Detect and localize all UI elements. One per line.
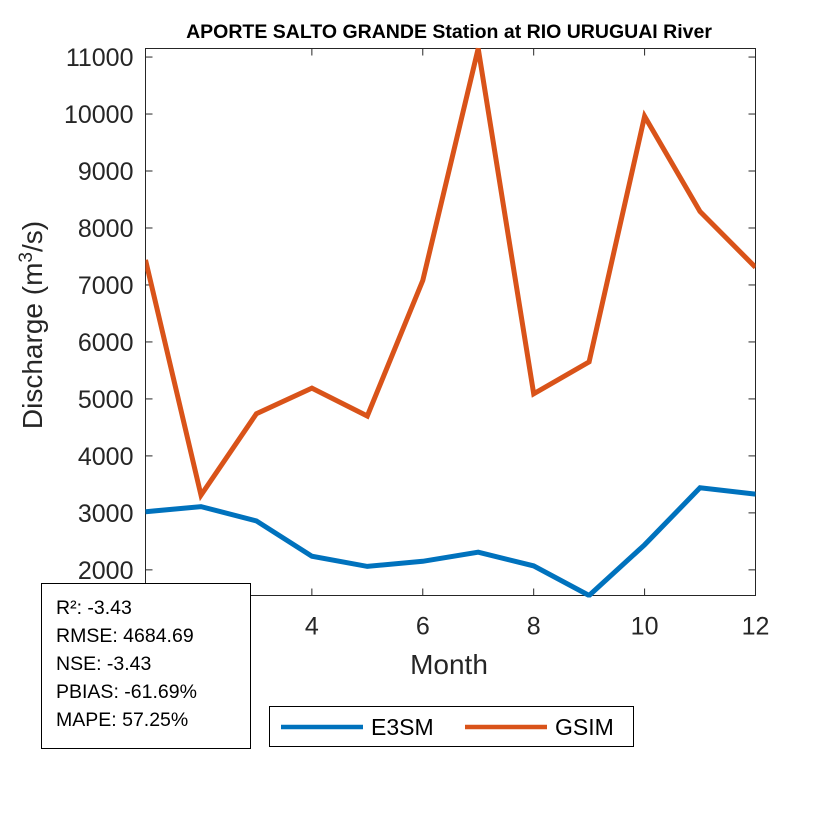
y-axis-label-tail: /s): [17, 221, 48, 252]
y-tick-label: 8000: [78, 215, 134, 243]
series-line-e3sm: [145, 485, 756, 598]
stats-box-border: [41, 583, 251, 749]
legend: E3SM GSIM: [269, 706, 634, 747]
x-tick-label: 12: [742, 613, 770, 641]
x-axis-label: Month: [410, 649, 488, 680]
y-tick-label: 10000: [64, 101, 134, 129]
x-tick-label: 8: [527, 613, 541, 641]
stats-box: R²: -3.43 RMSE: 4684.69 NSE: -3.43 PBIAS…: [41, 583, 251, 749]
y-tick-label: 6000: [78, 329, 134, 357]
plot-area: 2000 3000 4000 5000 6000 7000 8000 9000 10000 110…: [64, 44, 769, 640]
y-axis-label: Discharge (m3/s): [16, 221, 49, 429]
y-tick-label: 3000: [78, 500, 134, 528]
legend-label-e3sm: E3SM: [371, 714, 434, 740]
stats-nse: NSE: -3.43: [56, 653, 151, 675]
y-tick-label: 2000: [78, 557, 134, 585]
x-tick-label: 4: [305, 613, 319, 641]
y-axis-label-superscript: 3: [16, 252, 37, 263]
y-tick-label: 9000: [78, 158, 134, 186]
y-tick-label: 11000: [66, 44, 134, 72]
x-tick-label: 6: [416, 613, 430, 641]
stats-mape: MAPE: 57.25%: [56, 709, 188, 731]
series-line-gsim: [145, 47, 756, 502]
stats-r2: R²: -3.43: [56, 597, 132, 619]
stats-pbias: PBIAS: -61.69%: [56, 681, 197, 703]
stats-rmse: RMSE: 4684.69: [56, 625, 194, 647]
legend-label-gsim: GSIM: [555, 714, 614, 740]
y-tick-label: 4000: [78, 443, 134, 471]
y-tick-label: 7000: [78, 272, 134, 300]
y-axis-label-main: Discharge (m: [17, 263, 48, 429]
axes-frame: [145, 48, 756, 596]
chart-title: APORTE SALTO GRANDE Station at RIO URUGU…: [186, 21, 712, 43]
x-tick-label: 10: [631, 613, 659, 641]
y-tick-label: 5000: [78, 386, 134, 414]
